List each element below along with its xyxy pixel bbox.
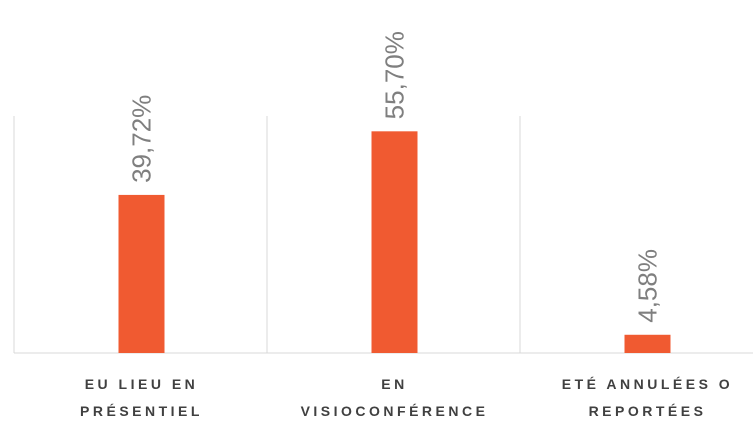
x-tick-label: REPORTÉES: [589, 403, 707, 419]
x-tick-label: EN: [381, 376, 407, 392]
bar: [624, 334, 671, 353]
data-label: 4,58%: [633, 249, 663, 323]
x-tick-label: VISIOCONFÉRENCE: [301, 403, 489, 419]
x-tick-label: PRÉSENTIEL: [80, 403, 203, 419]
bar: [371, 131, 418, 353]
data-label: 39,72%: [127, 95, 157, 183]
x-tick-label: ETÉ ANNULÉES O: [562, 376, 733, 392]
bar: [118, 194, 165, 353]
x-tick-label: EU LIEU EN: [85, 376, 199, 392]
data-label: 55,70%: [380, 31, 410, 119]
